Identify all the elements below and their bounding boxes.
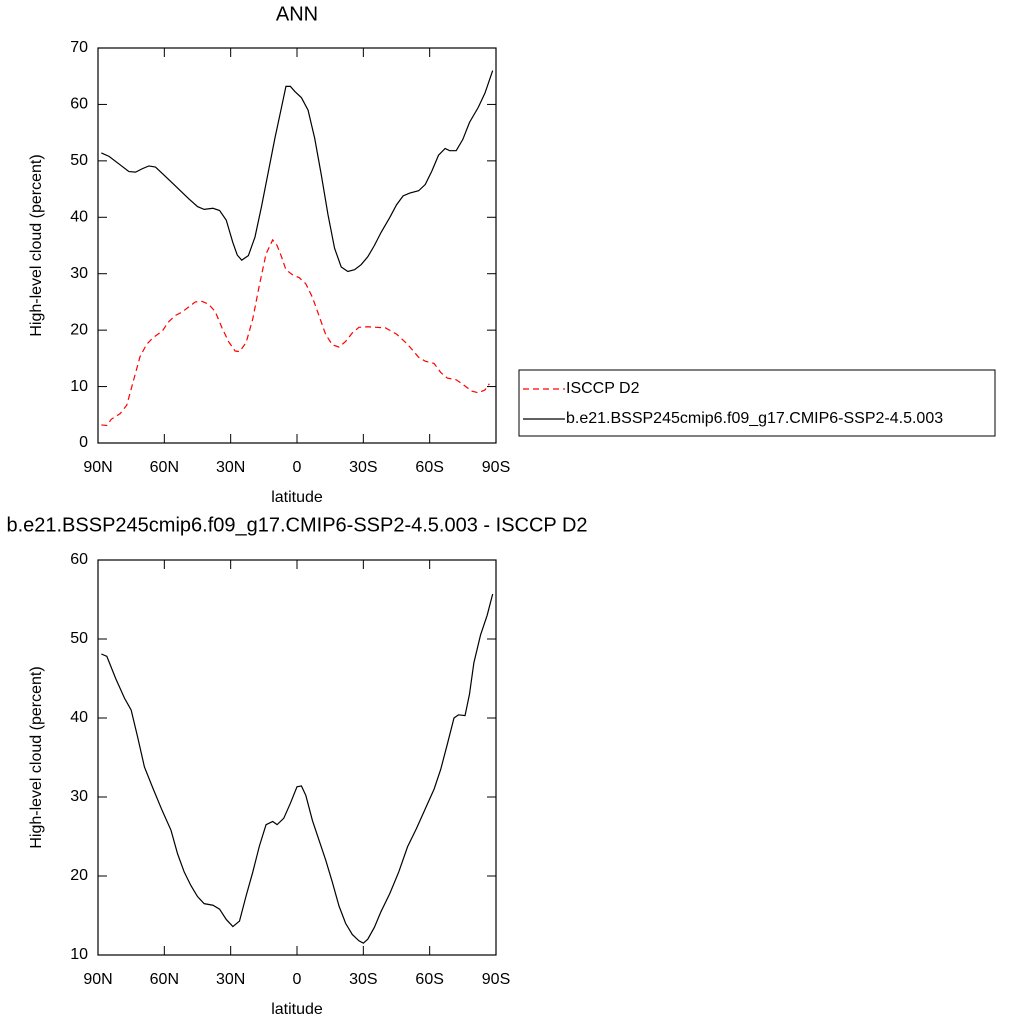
plot-frame — [97, 559, 497, 956]
y-axis-label: High-level cloud (percent) — [28, 154, 45, 336]
data-line — [101, 238, 490, 427]
x-tick-label: 0 — [293, 459, 302, 476]
data-line — [101, 593, 494, 944]
x-tick-label: 0 — [293, 971, 302, 988]
y-tick-label: 0 — [79, 434, 88, 451]
y-tick-label: 30 — [70, 265, 88, 282]
chart-title: ANN — [276, 3, 318, 25]
legend-label: ISCCP D2 — [566, 380, 640, 397]
x-tick-label: 30S — [349, 971, 377, 988]
x-tick-label: 30N — [216, 459, 245, 476]
x-tick-label: 30S — [349, 459, 377, 476]
y-axis-label: High-level cloud (percent) — [28, 666, 45, 848]
legend-box — [518, 369, 996, 437]
x-tick-label: 90N — [83, 459, 112, 476]
x-tick-label: 60S — [415, 971, 443, 988]
y-tick-label: 60 — [70, 96, 88, 113]
x-tick-label: 30N — [216, 971, 245, 988]
y-tick-label: 40 — [70, 209, 88, 226]
y-tick-label: 30 — [70, 788, 88, 805]
x-tick-label: 60S — [415, 459, 443, 476]
y-tick-label: 70 — [70, 39, 88, 56]
y-tick-label: 20 — [70, 321, 88, 338]
x-axis-label: latitude — [271, 1001, 323, 1018]
legend-label: b.e21.BSSP245cmip6.f09_g17.CMIP6-SSP2-4.… — [566, 410, 943, 427]
y-tick-label: 40 — [70, 709, 88, 726]
plot-frame — [97, 47, 497, 444]
x-axis-label: latitude — [271, 489, 323, 506]
y-tick-label: 20 — [70, 867, 88, 884]
x-tick-label: 60N — [150, 971, 179, 988]
data-line — [101, 70, 494, 273]
y-tick-label: 50 — [70, 630, 88, 647]
x-tick-label: 90S — [482, 971, 510, 988]
chart-title: b.e21.BSSP245cmip6.f09_g17.CMIP6-SSP2-4.… — [6, 514, 587, 536]
y-tick-label: 60 — [70, 551, 88, 568]
x-tick-label: 60N — [150, 459, 179, 476]
y-tick-label: 10 — [70, 946, 88, 963]
y-tick-label: 10 — [70, 378, 88, 395]
x-tick-label: 90N — [83, 971, 112, 988]
y-tick-label: 50 — [70, 152, 88, 169]
x-tick-label: 90S — [482, 459, 510, 476]
